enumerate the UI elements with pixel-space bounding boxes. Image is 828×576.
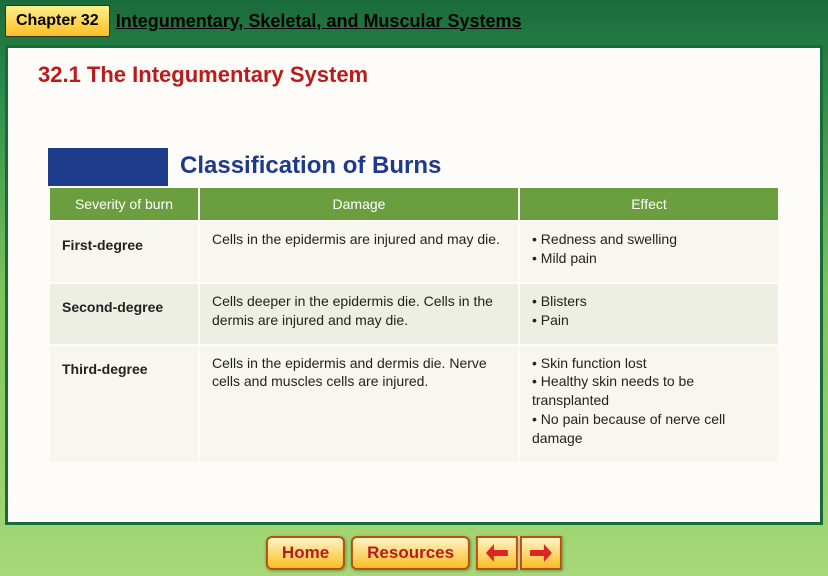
content-area: 32.1 The Integumentary System Classifica…	[5, 45, 823, 525]
home-button[interactable]: Home	[266, 536, 345, 570]
burns-table-wrapper: Classification of Burns Severity of burn…	[48, 148, 780, 464]
severity-cell: Third-degree	[49, 345, 199, 463]
damage-cell: Cells in the epidermis are injured and m…	[199, 221, 519, 283]
chapter-title: Integumentary, Skeletal, and Muscular Sy…	[116, 11, 522, 32]
col-damage: Damage	[199, 187, 519, 221]
damage-cell: Cells in the epidermis and dermis die. N…	[199, 345, 519, 463]
severity-cell: First-degree	[49, 221, 199, 283]
table-row: Third-degreeCells in the epidermis and d…	[49, 345, 779, 463]
col-severity: Severity of burn	[49, 187, 199, 221]
col-effect: Effect	[519, 187, 779, 221]
effect-item: Healthy skin needs to be transplanted	[532, 372, 766, 410]
effect-cell: Redness and swellingMild pain	[519, 221, 779, 283]
table-body: First-degreeCells in the epidermis are i…	[49, 221, 779, 463]
header-bar: Chapter 32 Integumentary, Skeletal, and …	[5, 5, 823, 37]
resources-button[interactable]: Resources	[351, 536, 470, 570]
table-title-row: Classification of Burns	[48, 148, 780, 186]
page-container: Chapter 32 Integumentary, Skeletal, and …	[0, 0, 828, 576]
effect-item: Mild pain	[532, 249, 766, 268]
effect-item: Blisters	[532, 292, 766, 311]
damage-cell: Cells deeper in the epidermis die. Cells…	[199, 283, 519, 345]
next-button[interactable]	[520, 536, 562, 570]
effect-item: Skin function lost	[532, 354, 766, 373]
title-blue-block	[48, 148, 168, 186]
effect-cell: BlistersPain	[519, 283, 779, 345]
nav-bar: Home Resources	[266, 536, 562, 570]
arrow-right-icon	[530, 544, 552, 562]
prev-button[interactable]	[476, 536, 518, 570]
effect-item: Pain	[532, 311, 766, 330]
effect-cell: Skin function lostHealthy skin needs to …	[519, 345, 779, 463]
table-row: First-degreeCells in the epidermis are i…	[49, 221, 779, 283]
table-title: Classification of Burns	[168, 148, 780, 186]
table-header-row: Severity of burn Damage Effect	[49, 187, 779, 221]
burns-table: Severity of burn Damage Effect First-deg…	[48, 186, 780, 464]
effect-item: Redness and swelling	[532, 230, 766, 249]
section-title: 32.1 The Integumentary System	[38, 62, 790, 88]
arrow-left-icon	[486, 544, 508, 562]
table-row: Second-degreeCells deeper in the epiderm…	[49, 283, 779, 345]
severity-cell: Second-degree	[49, 283, 199, 345]
chapter-badge: Chapter 32	[5, 5, 110, 37]
arrow-group	[476, 536, 562, 570]
effect-item: No pain because of nerve cell damage	[532, 410, 766, 448]
